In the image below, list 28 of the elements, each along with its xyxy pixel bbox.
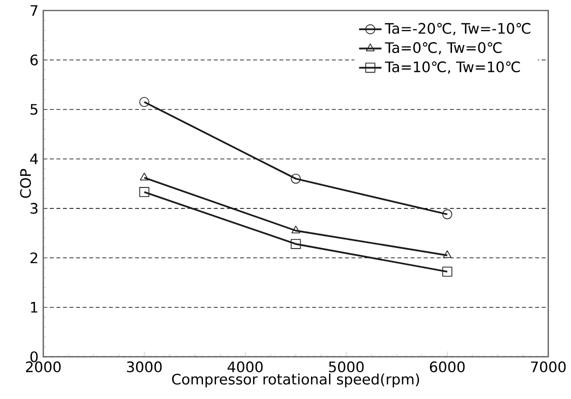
legend-label: Ta=10℃, Tw=10℃ (384, 62, 520, 74)
point (290, 174, 301, 184)
y-tick-label: 6 (30, 54, 38, 66)
x-axis-title: Compressor rotational speed(rpm) (172, 374, 420, 388)
y-tick-label: 1 (31, 302, 38, 313)
y-tick-label: 2 (30, 252, 38, 264)
legend-label: Ta=-20℃, Tw=-10℃ (384, 23, 530, 36)
point (442, 250, 452, 258)
x-tick-label: 4000 (228, 362, 263, 372)
y-tick-label: 0 (30, 351, 38, 362)
y-tick-label: 5 (30, 104, 38, 115)
x-tick-label: 6000 (430, 362, 465, 372)
y-axis-title: COP (20, 169, 31, 198)
point (442, 266, 452, 277)
point (290, 239, 301, 250)
point (442, 209, 452, 220)
y-tick-label: 3 (30, 203, 38, 214)
y-tick-label: 4 (30, 154, 38, 164)
y-tick-label: 7 (30, 5, 38, 16)
x-tick-label: 3000 (127, 362, 162, 372)
x-tick-label: 7000 (531, 362, 566, 372)
point (140, 172, 149, 181)
x-tick-label: 2000 (26, 362, 61, 372)
point (139, 187, 150, 198)
x-tick-label: 5000 (329, 362, 364, 372)
legend-label: Ta=0℃, Tw=0℃ (384, 42, 502, 55)
point (139, 97, 150, 108)
point (291, 226, 300, 234)
